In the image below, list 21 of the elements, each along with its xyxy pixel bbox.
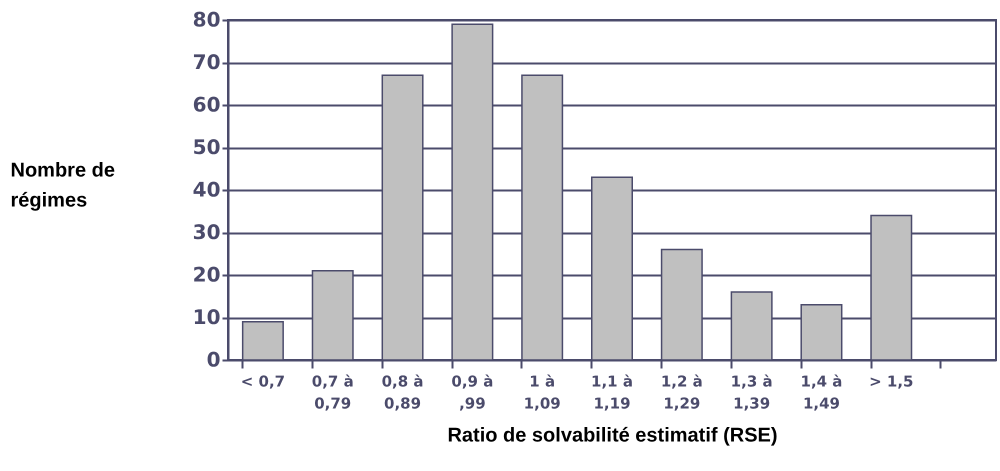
- x-tick-label: 0,7 à 0,79: [312, 372, 354, 412]
- y-tick-label: 10: [192, 305, 220, 329]
- y-tick-label: 0: [206, 348, 220, 372]
- x-tick-label: 0,9 à ,99: [451, 372, 494, 412]
- x-tick-label: 0,8 à 0,89: [382, 372, 424, 412]
- x-axis-title: Ratio de solvabilité estimatif (RSE): [447, 424, 778, 446]
- y-tick-label: 80: [192, 8, 220, 32]
- x-tick-label: < 0,7: [240, 372, 286, 390]
- y-tick-label: 40: [192, 178, 220, 202]
- y-tick-label: 30: [192, 220, 220, 244]
- y-axis-title: Nombre de régimes: [10, 160, 115, 212]
- x-tick-label: 1,4 à 1,49: [800, 372, 842, 412]
- y-tick-label: 50: [192, 135, 220, 159]
- x-tick-label: > 1,5: [869, 372, 914, 390]
- y-tick-label: 70: [192, 50, 220, 74]
- x-tick-label: 1 à 1,09: [524, 372, 561, 412]
- x-tick-label: 1,2 à 1,29: [660, 372, 703, 412]
- x-tick-label: 1,3 à 1,39: [730, 372, 773, 412]
- y-tick-label: 60: [192, 92, 220, 116]
- x-tick-label: 1,1 à 1,19: [591, 372, 633, 412]
- y-tick-label: 20: [192, 262, 220, 286]
